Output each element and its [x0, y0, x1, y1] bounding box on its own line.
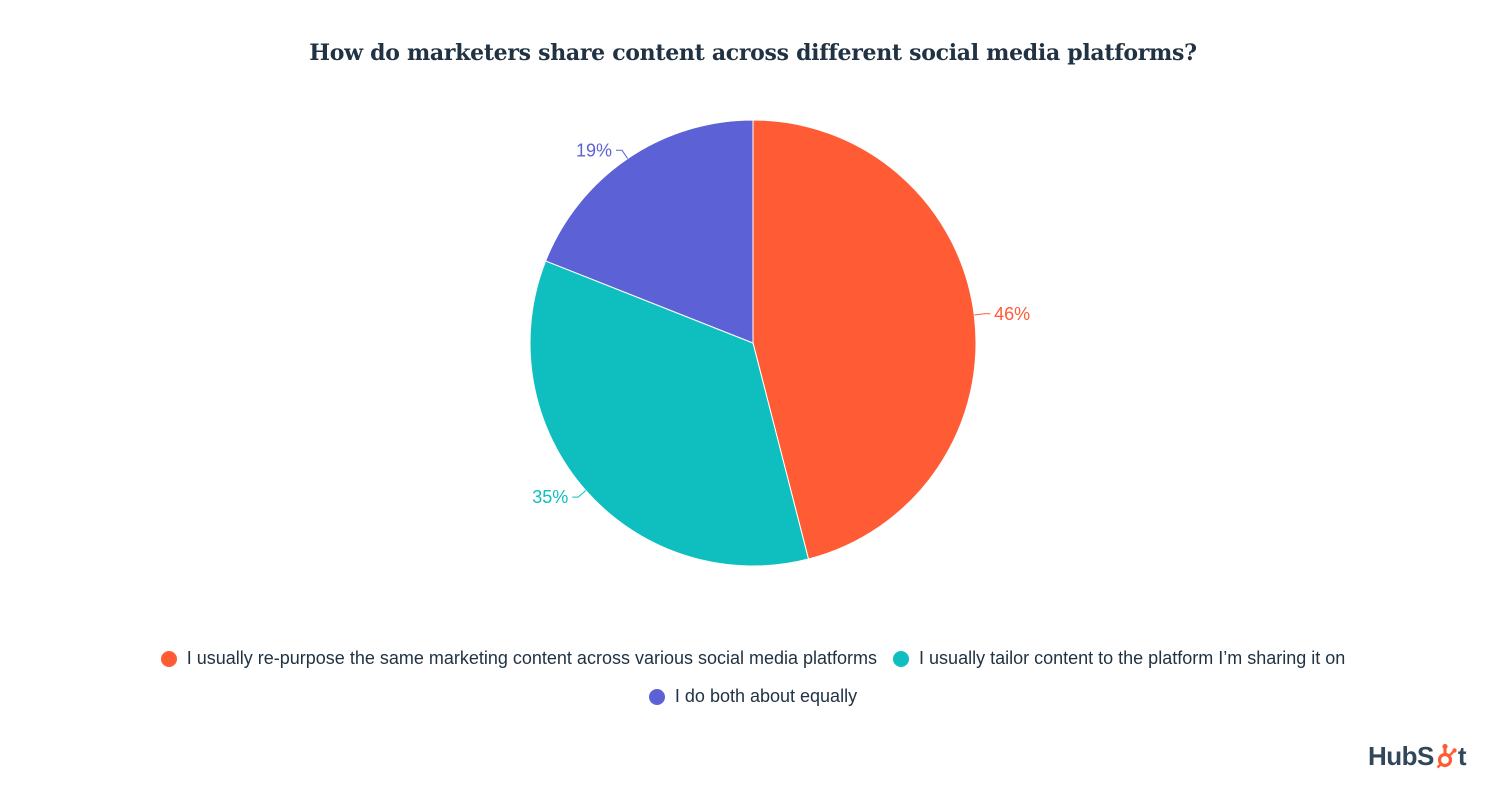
- leader-line-repurpose: [974, 313, 991, 316]
- legend-row-2: I do both about equally: [0, 686, 1506, 707]
- slice-label-tailor: 35%: [532, 487, 568, 507]
- legend-item-both[interactable]: I do both about equally: [648, 686, 858, 707]
- leader-line-tailor: [572, 490, 587, 498]
- legend-dot-repurpose: [160, 650, 177, 667]
- legend-label-both: I do both about equally: [674, 686, 858, 706]
- legend-dot-tailor: [893, 650, 910, 667]
- slice-both[interactable]: [545, 119, 754, 344]
- logo-text-end: t: [1457, 740, 1467, 771]
- legend-item-repurpose[interactable]: I usually re-purpose the same marketing …: [160, 648, 878, 669]
- legend-item-tailor[interactable]: I usually tailor content to the platform…: [893, 648, 1345, 669]
- legend-dot-both: [648, 688, 665, 705]
- legend-label-repurpose: I usually re-purpose the same marketing …: [186, 648, 878, 668]
- hubspot-logo: HubS t: [1368, 738, 1467, 774]
- slice-label-both: 19%: [576, 140, 612, 160]
- sprocket-icon: [1435, 743, 1457, 769]
- chart-title: How do marketers share content across di…: [309, 40, 1197, 66]
- legend-label-tailor: I usually tailor content to the platform…: [919, 648, 1346, 668]
- legend-row-1: I usually re-purpose the same marketing …: [0, 648, 1506, 669]
- slice-tailor[interactable]: [529, 260, 810, 567]
- slice-label-repurpose: 46%: [994, 304, 1030, 324]
- leader-line-both: [616, 149, 629, 159]
- logo-text-start: HubS: [1368, 740, 1434, 771]
